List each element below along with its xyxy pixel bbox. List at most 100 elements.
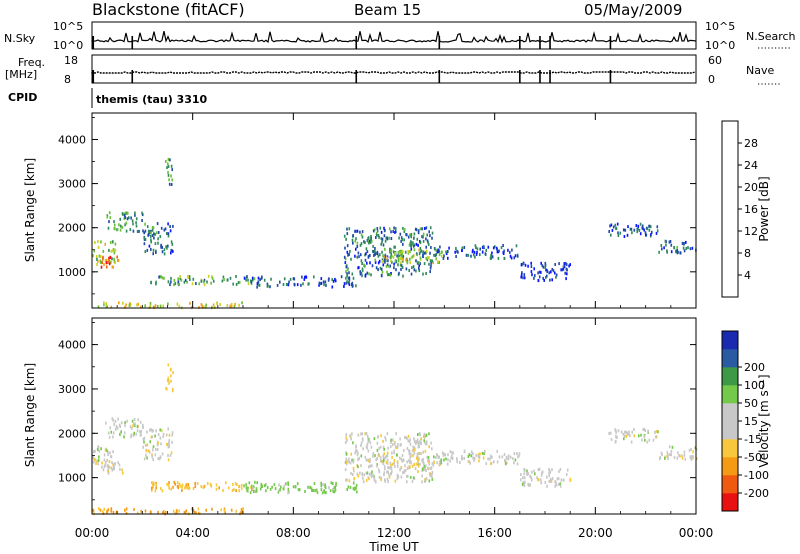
echo-cell	[200, 484, 203, 488]
echo-cell	[354, 229, 356, 233]
echo-cell	[665, 243, 667, 247]
echo-cell	[249, 491, 252, 495]
echo-cell	[411, 479, 414, 483]
echo-cell	[521, 482, 524, 486]
echo-cell	[533, 469, 535, 473]
echo-cell	[400, 465, 403, 469]
echo-cell	[644, 438, 646, 442]
echo-cell	[128, 304, 131, 307]
echo-cell	[152, 252, 154, 256]
echo-cell	[356, 245, 359, 248]
echo-cell	[388, 273, 390, 277]
echo-cell	[367, 237, 369, 240]
echo-cell	[133, 508, 135, 511]
echo-cell	[174, 282, 177, 286]
echo-cell	[375, 458, 377, 462]
echo-cell	[283, 277, 286, 281]
echo-cell	[94, 241, 96, 244]
echo-cell	[348, 283, 351, 286]
echo-cell	[359, 230, 361, 234]
echo-cell	[229, 276, 232, 280]
echo-cell	[184, 511, 187, 515]
echo-cell	[678, 454, 680, 458]
echo-cell	[490, 255, 493, 259]
echo-cell	[418, 248, 420, 252]
echo-cell	[102, 255, 104, 259]
echo-cell	[350, 471, 352, 475]
echo-cell	[423, 479, 426, 483]
echo-cell	[630, 227, 633, 231]
echo-cell	[247, 282, 250, 286]
echo-cell	[418, 252, 421, 256]
velocity-colorbar-segment	[722, 493, 738, 512]
echo-cell	[435, 253, 437, 256]
echo-cell	[509, 250, 511, 254]
echo-cell	[472, 456, 474, 460]
echo-cell	[619, 231, 622, 235]
echo-cell	[186, 486, 188, 490]
echo-cell	[370, 234, 372, 238]
echo-cell	[406, 436, 408, 440]
echo-cell	[316, 491, 319, 494]
x-tick-label: 20:00	[578, 526, 613, 540]
echo-cell	[288, 280, 290, 284]
echo-cell	[121, 225, 124, 229]
echo-cell	[404, 250, 407, 254]
echo-cell	[123, 431, 126, 435]
echo-cell	[117, 461, 119, 465]
echo-cell	[170, 379, 172, 383]
echo-cell	[617, 234, 620, 237]
echo-cell	[399, 256, 402, 260]
echo-cell	[476, 247, 479, 251]
echo-cell	[386, 454, 389, 458]
echo-cell	[642, 428, 644, 432]
echo-cell	[114, 419, 117, 423]
echo-cell	[403, 469, 406, 473]
echo-cell	[563, 478, 565, 482]
echo-cell	[443, 254, 445, 258]
echo-cell	[428, 462, 430, 466]
echo-cell	[128, 216, 130, 220]
echo-cell	[546, 484, 548, 488]
echo-cell	[369, 261, 371, 265]
echo-cell	[254, 480, 256, 484]
echo-cell	[569, 263, 571, 267]
echo-cell	[622, 432, 625, 436]
echo-cell	[194, 485, 197, 489]
echo-cell	[369, 240, 372, 244]
echo-cell	[648, 224, 650, 228]
echo-cell	[120, 430, 122, 434]
echo-cell	[134, 422, 136, 426]
echo-cell	[170, 164, 173, 168]
echo-cell	[246, 275, 248, 279]
echo-cell	[423, 461, 425, 465]
echo-cell	[650, 233, 652, 237]
echo-cell	[389, 461, 392, 465]
echo-cell	[177, 281, 179, 285]
echo-cell	[398, 236, 400, 240]
echo-cell	[109, 241, 112, 244]
velocity-colorbar-tick-label: -50	[744, 451, 762, 464]
echo-cell	[482, 244, 485, 248]
echo-cell	[155, 280, 157, 284]
echo-cell	[409, 442, 412, 446]
echo-cell	[314, 489, 316, 493]
echo-cell	[270, 277, 272, 281]
echo-cell	[676, 248, 678, 252]
echo-cell	[656, 225, 659, 229]
echo-cell	[475, 252, 478, 256]
echo-cell	[487, 457, 489, 461]
echo-cell	[414, 227, 417, 231]
echo-cell	[390, 464, 392, 468]
echo-cell	[629, 434, 631, 438]
velocity-colorbar-label: Velocity [m s⁻¹]	[757, 374, 771, 467]
echo-cell	[170, 367, 172, 371]
echo-cell	[101, 510, 104, 514]
echo-cell	[168, 381, 170, 385]
echo-cell	[538, 275, 541, 279]
echo-cell	[379, 445, 382, 449]
echo-cell	[400, 255, 403, 259]
echo-cell	[689, 247, 692, 251]
echo-cell	[202, 305, 205, 309]
echo-cell	[477, 455, 480, 458]
